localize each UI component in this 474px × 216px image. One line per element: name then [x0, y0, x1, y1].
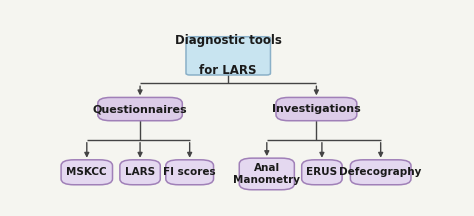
Text: Investigations: Investigations [272, 104, 361, 114]
Text: LARS: LARS [125, 167, 155, 177]
FancyBboxPatch shape [350, 160, 411, 185]
FancyBboxPatch shape [301, 160, 342, 185]
FancyBboxPatch shape [166, 160, 213, 185]
Text: Defecography: Defecography [339, 167, 422, 177]
FancyBboxPatch shape [61, 160, 112, 185]
Text: ERUS: ERUS [306, 167, 337, 177]
Text: Questionnaires: Questionnaires [93, 104, 187, 114]
FancyBboxPatch shape [239, 158, 294, 190]
FancyBboxPatch shape [98, 97, 182, 121]
FancyBboxPatch shape [186, 37, 271, 75]
FancyBboxPatch shape [276, 97, 357, 121]
FancyBboxPatch shape [120, 160, 160, 185]
Text: FI scores: FI scores [164, 167, 216, 177]
Text: Anal
Manometry: Anal Manometry [233, 163, 301, 185]
Text: Diagnostic tools

for LARS: Diagnostic tools for LARS [175, 34, 282, 77]
Text: MSKCC: MSKCC [66, 167, 107, 177]
